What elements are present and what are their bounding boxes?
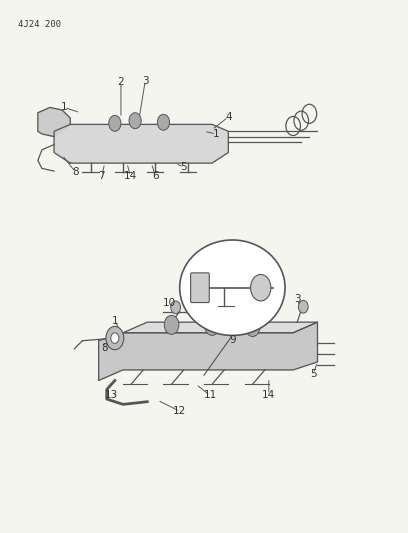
Circle shape <box>251 274 271 301</box>
Text: 6: 6 <box>152 171 159 181</box>
Circle shape <box>171 301 180 314</box>
FancyBboxPatch shape <box>191 273 209 303</box>
Text: 14: 14 <box>124 171 137 181</box>
Text: 4J24 200: 4J24 200 <box>18 20 61 29</box>
Circle shape <box>245 317 260 336</box>
Polygon shape <box>54 124 228 163</box>
Text: 13: 13 <box>105 390 118 400</box>
Text: 7: 7 <box>99 171 105 181</box>
Text: 3: 3 <box>142 76 149 86</box>
Polygon shape <box>123 322 317 333</box>
Text: 1: 1 <box>61 102 67 112</box>
Text: 1: 1 <box>111 316 118 326</box>
Circle shape <box>205 317 220 335</box>
Circle shape <box>111 333 119 343</box>
Text: 12: 12 <box>173 406 186 416</box>
Circle shape <box>157 114 170 130</box>
Text: 5: 5 <box>310 369 317 378</box>
Circle shape <box>106 326 124 350</box>
Ellipse shape <box>180 240 285 335</box>
Text: 9: 9 <box>229 335 236 345</box>
Circle shape <box>109 115 121 131</box>
Text: 4: 4 <box>225 112 232 122</box>
Circle shape <box>298 301 308 313</box>
Text: 8: 8 <box>102 343 108 353</box>
Circle shape <box>129 113 141 128</box>
Circle shape <box>164 316 179 334</box>
Text: 8: 8 <box>72 167 79 177</box>
Text: 2: 2 <box>118 77 124 87</box>
Text: 3: 3 <box>294 294 301 304</box>
Text: 14: 14 <box>262 390 275 400</box>
Text: 10: 10 <box>163 297 176 308</box>
Text: 1: 1 <box>213 129 220 139</box>
Polygon shape <box>38 108 70 136</box>
Text: 11: 11 <box>204 390 217 400</box>
Text: 5: 5 <box>180 163 187 172</box>
Polygon shape <box>99 322 317 381</box>
